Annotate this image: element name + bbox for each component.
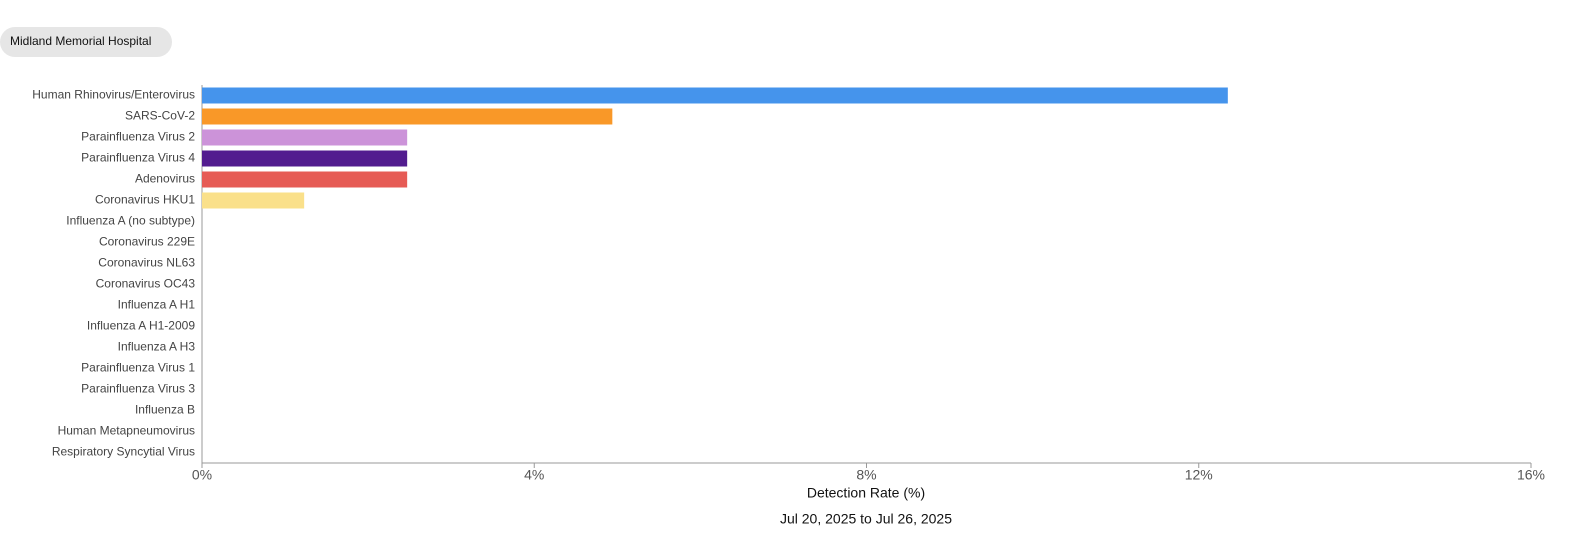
y-tick-label: Coronavirus OC43: [96, 277, 196, 291]
y-tick-label: Influenza B: [135, 403, 195, 417]
x-tick-label: 0%: [192, 467, 212, 483]
y-tick-label: Influenza A H1-2009: [87, 319, 195, 333]
y-tick-label: Human Rhinovirus/Enterovirus: [32, 88, 195, 102]
date-range: Jul 20, 2025 to Jul 26, 2025: [780, 511, 952, 527]
y-tick-label: Coronavirus 229E: [99, 235, 195, 249]
y-tick-label: Parainfluenza Virus 2: [81, 130, 195, 144]
bar: [202, 108, 613, 125]
x-axis-title: Detection Rate (%): [807, 485, 925, 501]
x-tick-label: 8%: [856, 467, 876, 483]
y-tick-label: Coronavirus HKU1: [95, 193, 195, 207]
y-tick-label: Parainfluenza Virus 3: [81, 382, 195, 396]
hospital-pill[interactable]: [0, 27, 172, 57]
y-tick-label: Coronavirus NL63: [98, 256, 195, 270]
x-tick-label: 4%: [524, 467, 544, 483]
y-tick-label: Parainfluenza Virus 4: [81, 151, 195, 165]
x-tick-label: 12%: [1185, 467, 1213, 483]
y-tick-label: Influenza A (no subtype): [66, 214, 195, 228]
y-tick-label: Parainfluenza Virus 1: [81, 361, 195, 375]
bar: [202, 192, 305, 209]
hospital-name[interactable]: Midland Memorial Hospital: [10, 34, 151, 48]
x-tick-label: 16%: [1517, 467, 1545, 483]
bar: [202, 87, 1228, 104]
bar: [202, 171, 408, 188]
y-tick-label: Influenza A H1: [118, 298, 196, 312]
y-tick-label: Human Metapneumovirus: [58, 424, 195, 438]
bar: [202, 150, 408, 167]
y-tick-label: SARS-CoV-2: [125, 109, 195, 123]
bar: [202, 129, 408, 146]
y-tick-label: Respiratory Syncytial Virus: [52, 445, 195, 459]
y-tick-label: Influenza A H3: [118, 340, 196, 354]
y-tick-label: Adenovirus: [135, 172, 195, 186]
